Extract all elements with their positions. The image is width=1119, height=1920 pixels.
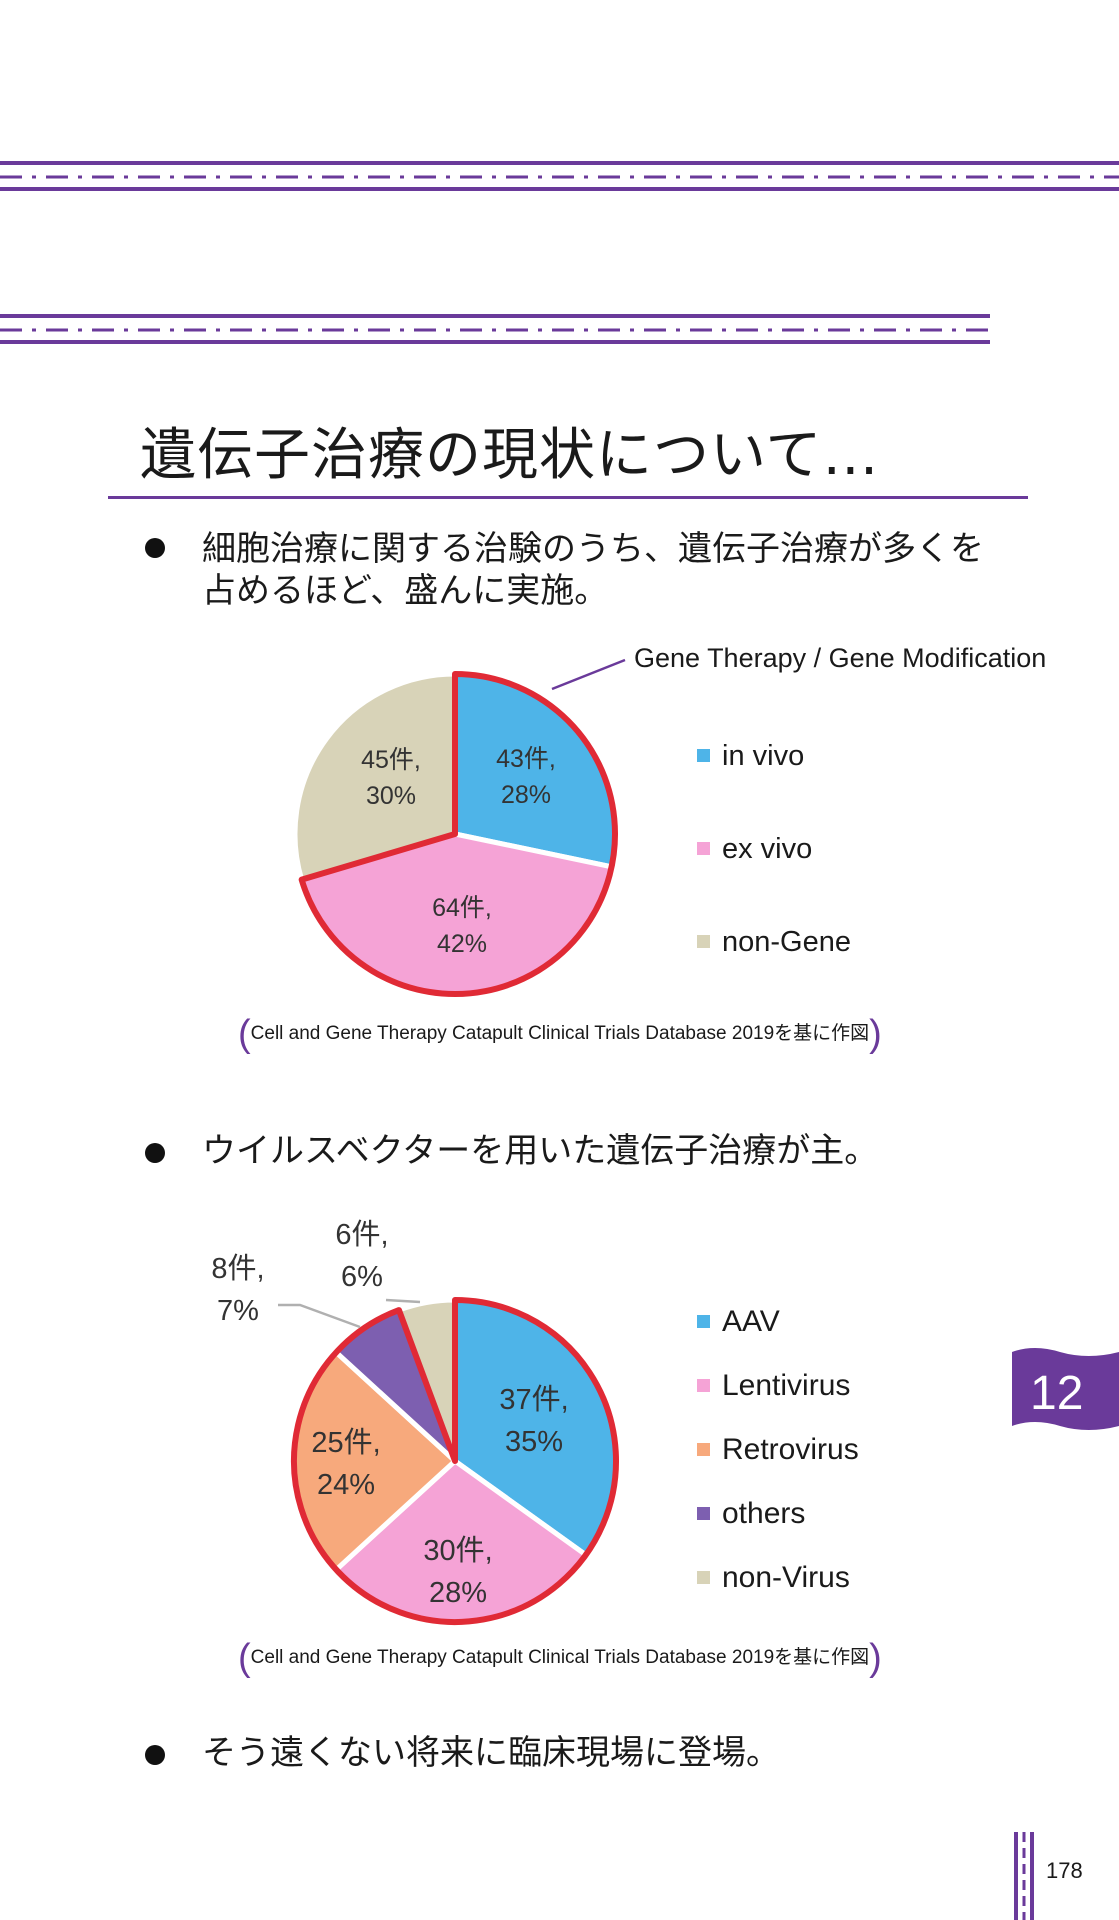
legend-item: AAV bbox=[697, 1305, 780, 1339]
legend-item: in vivo bbox=[697, 740, 804, 773]
data-label-count: 64件, bbox=[432, 894, 492, 922]
legend-label: ex vivo bbox=[722, 833, 813, 865]
data-label: 6件, 6% bbox=[307, 1214, 417, 1298]
legend-label: Lentivirus bbox=[722, 1369, 851, 1402]
section-badge bbox=[1012, 1348, 1119, 1430]
section-number: 12 bbox=[1030, 1367, 1084, 1420]
data-label: 30件, 28% bbox=[403, 1530, 513, 1614]
data-label-count: 8件, bbox=[211, 1253, 265, 1285]
pie-slice-non-virus bbox=[395, 1297, 458, 1462]
chart-1-source: (Cell and Gene Therapy Catapult Clinical… bbox=[238, 1012, 882, 1055]
legend-item: non-Gene bbox=[697, 926, 851, 959]
data-label-percent: 24% bbox=[316, 1469, 376, 1502]
bullet-2-text: ウイルスベクターを用いた遺伝子治療が主。 bbox=[202, 1131, 879, 1171]
title-leader-line bbox=[551, 658, 626, 691]
legend-label: non-Gene bbox=[722, 926, 851, 958]
legend-item: others bbox=[697, 1497, 805, 1531]
legend-swatch bbox=[697, 1378, 710, 1392]
legend-label: AAV bbox=[722, 1305, 780, 1338]
data-label-percent: 42% bbox=[436, 930, 488, 959]
bullet-marker bbox=[145, 1745, 165, 1765]
legend-item: Lentivirus bbox=[697, 1369, 850, 1403]
chart-1-source-text: Cell and Gene Therapy Catapult Clinical … bbox=[250, 1023, 870, 1044]
data-label-count: 45件, bbox=[361, 746, 421, 774]
data-label-count: 6件, bbox=[335, 1219, 389, 1251]
legend-label: non-Virus bbox=[722, 1561, 850, 1594]
legend-label: Retrovirus bbox=[722, 1433, 859, 1466]
legend-item: non-Virus bbox=[697, 1561, 850, 1595]
data-label: 43件, 28% bbox=[471, 741, 581, 814]
legend-label: in vivo bbox=[722, 740, 805, 772]
data-label-percent: 28% bbox=[500, 781, 552, 810]
data-label-count: 30件, bbox=[423, 1535, 493, 1567]
legend-swatch bbox=[697, 1314, 710, 1328]
data-label-count: 37件, bbox=[499, 1384, 569, 1416]
data-label-percent: 28% bbox=[428, 1577, 488, 1610]
legend-swatch bbox=[697, 1570, 710, 1584]
data-label: 25件, 24% bbox=[291, 1422, 401, 1506]
page-number: 178 bbox=[1046, 1858, 1083, 1883]
legend-swatch bbox=[697, 1442, 710, 1456]
data-label-count: 25件, bbox=[311, 1427, 381, 1459]
legend-swatch bbox=[697, 934, 710, 948]
data-label: 8件, 7% bbox=[183, 1248, 293, 1332]
chart-2-source-text: Cell and Gene Therapy Catapult Clinical … bbox=[250, 1647, 870, 1668]
leader-line-non-virus bbox=[385, 1298, 421, 1304]
data-label: 37件, 35% bbox=[479, 1379, 589, 1463]
page-title: 遺伝子治療の現状について… bbox=[140, 423, 880, 488]
legend-item: ex vivo bbox=[697, 833, 812, 866]
data-label: 64件, 42% bbox=[407, 890, 517, 963]
header-decoration bbox=[0, 161, 1119, 344]
bullet-marker bbox=[145, 538, 165, 558]
data-label-percent: 30% bbox=[365, 782, 417, 811]
data-label: 45件, 30% bbox=[336, 742, 446, 815]
data-label-percent: 7% bbox=[217, 1295, 259, 1328]
chart-2-source: (Cell and Gene Therapy Catapult Clinical… bbox=[238, 1636, 882, 1679]
data-label-percent: 6% bbox=[341, 1261, 383, 1294]
data-label-count: 43件, bbox=[496, 745, 556, 773]
legend-swatch bbox=[697, 748, 710, 762]
legend-label: others bbox=[722, 1497, 806, 1530]
legend-swatch bbox=[697, 841, 710, 855]
bullet-marker bbox=[145, 1143, 165, 1163]
page-number-marker bbox=[1014, 1832, 1034, 1920]
legend-swatch bbox=[697, 1506, 710, 1520]
data-label-percent: 35% bbox=[504, 1426, 564, 1459]
chart-1-title: Gene Therapy / Gene Modification bbox=[634, 643, 1047, 673]
bullet-1-line2: 占めるほど、盛んに実施。 bbox=[202, 571, 609, 611]
bullet-3-text: そう遠くない将来に臨床現場に登場。 bbox=[202, 1733, 780, 1773]
title-underline bbox=[108, 496, 1028, 499]
legend-item: Retrovirus bbox=[697, 1433, 859, 1467]
bullet-1-line1: 細胞治療に関する治験のうち、遺伝子治療が多くを bbox=[202, 529, 984, 569]
